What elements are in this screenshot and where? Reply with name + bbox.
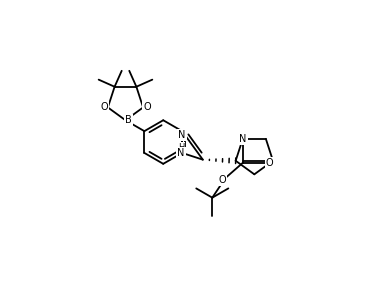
Text: N: N xyxy=(177,148,185,158)
Text: B: B xyxy=(125,115,132,125)
Text: O: O xyxy=(143,102,151,113)
Text: O: O xyxy=(100,102,108,113)
Text: N: N xyxy=(178,130,186,140)
Text: H: H xyxy=(178,144,184,153)
Text: N: N xyxy=(239,134,246,144)
Text: O: O xyxy=(266,158,273,168)
Text: O: O xyxy=(218,175,226,185)
